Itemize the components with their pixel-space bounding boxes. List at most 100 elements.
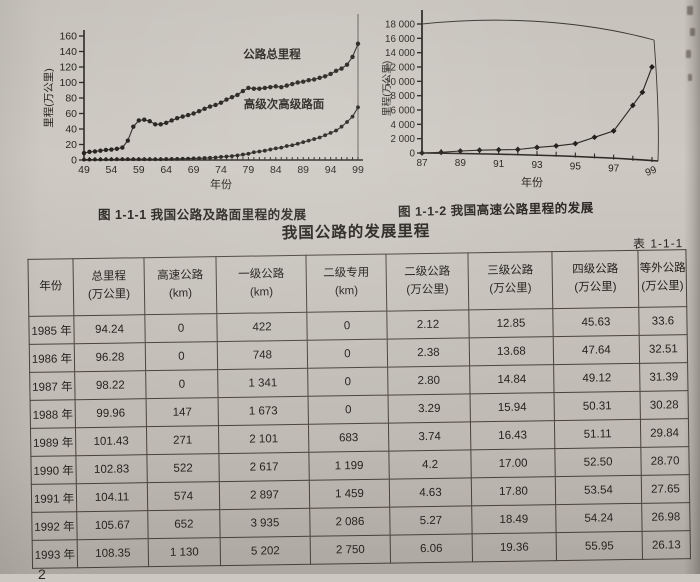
x-tick-label: 94 [325,164,337,176]
data-point [639,89,646,96]
value-cell: 2 897 [219,480,310,510]
data-point [328,130,333,135]
x-tick-label: 95 [570,162,582,173]
value-cell: 98.22 [74,370,147,400]
series-line-2 [84,107,359,161]
figure1-caption: 图 1-1-1 我国公路及路面里程的发展 [98,208,307,222]
value-cell: 108.35 [77,538,149,568]
data-point [164,157,169,161]
data-point [356,105,360,110]
data-point [224,97,229,102]
year-cell: 1993 年 [32,539,78,569]
column-header: 高速公路 (km) [143,256,217,315]
data-point [334,128,338,133]
y-axis-title: 里程(万公里) [43,68,55,128]
value-cell: 96.28 [74,342,146,372]
value-cell: 101.43 [75,426,147,456]
y-tick-label: 14 000 [385,48,416,59]
y-tick-label: 60 [65,108,77,120]
data-point [279,145,284,150]
value-cell: 17.00 [470,448,556,478]
data-point [251,86,257,91]
year-cell: 1985 年 [28,315,75,345]
value-cell: 2 750 [310,535,391,565]
value-cell: 18.49 [471,504,557,534]
data-point [350,54,355,60]
data-point [339,124,344,129]
data-point [224,154,229,159]
column-header: 总里程 (万公里) [72,257,145,316]
value-cell: 683 [308,423,389,453]
table-number-label: 表 1-1-1 [632,236,684,251]
data-point [81,150,87,156]
x-tick-label: 84 [270,164,282,176]
data-point [131,124,136,129]
figure2-expressway-chart: 0 2 000 4 000 6 000 8 000 10 000 12 000 14 000 1… [381,10,659,189]
data-point [174,115,180,121]
data-point [153,157,158,162]
right-frame-line [653,39,659,162]
data-point [158,122,163,127]
value-cell: 522 [146,453,220,483]
data-point [246,85,251,91]
value-cell: 99.96 [75,398,147,428]
series2-annotation: 高级次高级路面 [244,97,325,111]
data-point [317,75,322,81]
data-point [136,118,141,123]
data-point [180,114,185,119]
data-point [218,100,224,105]
data-point [125,157,130,162]
data-point [301,140,306,145]
value-cell: 30.28 [640,390,689,420]
data-point [185,112,191,118]
data-point [213,155,218,160]
data-point [295,141,300,146]
table-body: 1985 年 94.24 0 422 0 2.12 12.85 45.63 33.6 1986 年… [28,306,691,569]
value-cell: 0 [145,369,219,399]
data-point [328,71,333,77]
y-tick-label: 6 000 [390,106,415,117]
value-cell: 16.43 [470,420,555,450]
series1-annotation: 公路总里程 [243,47,301,61]
value-cell: 271 [146,425,219,455]
top-frame-line [421,19,655,41]
data-point [158,157,163,162]
data-point [284,144,289,148]
data-point [98,148,103,153]
year-cell: 1990 年 [30,455,77,485]
y-tick-label: 2 000 [390,134,415,145]
value-cell: 26.98 [641,502,691,532]
data-point [257,149,262,154]
table-header: 年份 总里程 (万公里) 高速公路 (km) 一级公路 (km) 二级专用 (km) 二级公路 (万… [27,249,687,317]
x-axis-title: 年份 [210,177,232,191]
y-tick-label: 40 [65,124,77,136]
x-tick-label: 97 [608,164,620,175]
data-point [120,157,125,162]
data-point [208,155,212,160]
year-cell: 1988 年 [30,399,76,429]
data-point [229,95,235,100]
x-tick-label: 69 [188,164,200,176]
next-page-text-fragment [687,6,693,15]
data-point [322,74,328,79]
data-point [438,149,445,156]
next-page-text-fragment [686,50,691,58]
data-point [273,84,278,89]
value-cell: 2 086 [309,507,391,537]
x-tick-label: 64 [160,164,172,176]
value-cell: 47.64 [553,335,640,365]
value-cell: 13.68 [469,336,554,366]
year-cell: 1991 年 [31,483,77,513]
data-point [103,147,109,153]
data-point [114,146,120,151]
x-tick-label: 54 [106,164,118,176]
x-tick-label: 87 [416,158,428,169]
value-cell: 26.13 [642,530,691,560]
data-point [104,157,108,162]
data-point [241,152,245,157]
column-header: 二级公路 (万公里) [385,252,469,312]
x-tick-label: 99 [352,164,364,176]
y-tick-label: 10 000 [385,77,416,88]
value-cell: 0 [144,313,218,343]
data-point [350,114,355,119]
